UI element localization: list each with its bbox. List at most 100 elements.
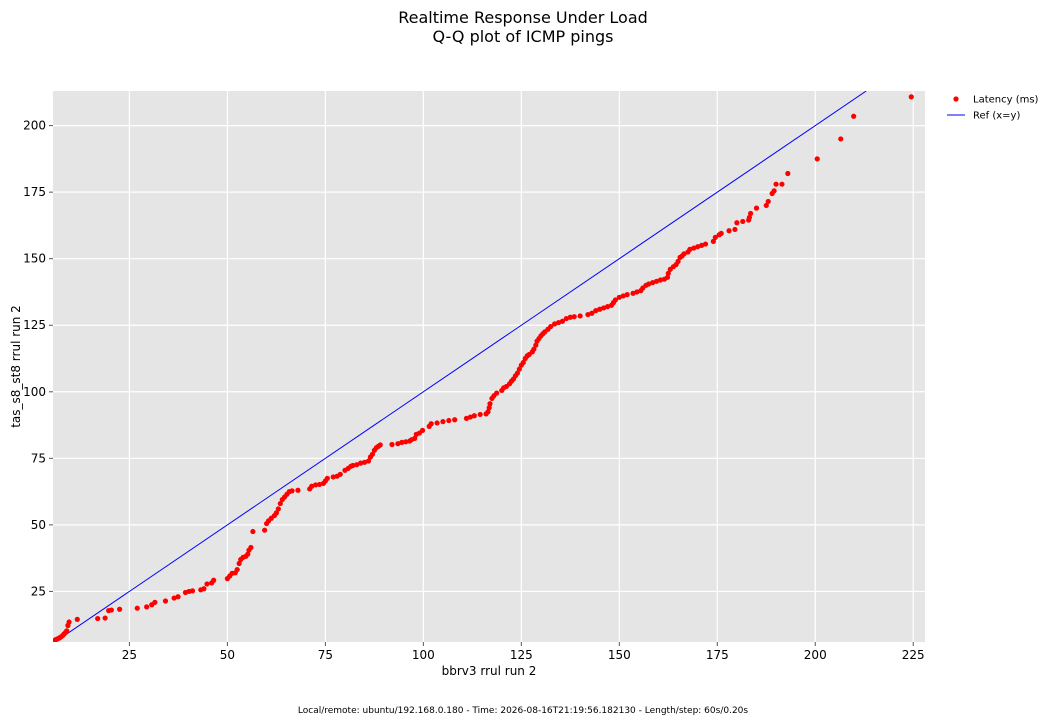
chart-title: Realtime Response Under Load Q-Q plot of…	[0, 8, 1046, 46]
data-point	[533, 342, 539, 348]
data-point	[665, 270, 671, 276]
data-point	[64, 628, 70, 634]
data-point	[175, 594, 181, 600]
data-point	[585, 311, 591, 318]
data-point	[732, 226, 738, 233]
data-point	[412, 435, 418, 441]
data-point	[634, 289, 640, 295]
reference-line	[54, 91, 867, 642]
data-point	[616, 294, 622, 300]
data-point	[726, 228, 732, 234]
legend: Latency (ms) Ref (x=y)	[947, 95, 1039, 122]
data-point	[612, 297, 618, 303]
data-point	[134, 605, 140, 611]
data-point	[361, 459, 368, 465]
chart-title-main: Realtime Response Under Load	[398, 8, 648, 27]
y-axis-label: tas_s8_st8 rrul run 2	[9, 305, 23, 428]
data-point	[657, 277, 664, 283]
data-point	[434, 420, 440, 426]
data-point	[838, 136, 844, 142]
data-point	[486, 405, 492, 411]
x-tick-label: 25	[122, 648, 137, 662]
data-point	[117, 606, 123, 612]
data-point	[201, 586, 207, 592]
data-point	[650, 280, 656, 286]
data-point	[681, 251, 687, 257]
plot-content	[53, 91, 914, 642]
data-point	[514, 370, 521, 376]
data-point	[785, 170, 791, 177]
data-point	[273, 510, 279, 516]
data-point	[309, 483, 315, 489]
data-point	[531, 346, 537, 352]
y-tick-label: 175	[23, 185, 46, 199]
data-point	[389, 441, 395, 448]
y-tick-label: 200	[23, 119, 46, 133]
data-point	[350, 462, 356, 469]
data-point	[699, 242, 705, 248]
plot-area	[53, 91, 925, 642]
data-point	[295, 487, 301, 493]
data-point	[620, 293, 626, 299]
data-point	[646, 281, 652, 287]
data-point	[365, 458, 372, 464]
data-point	[771, 188, 777, 194]
data-point	[691, 245, 697, 251]
data-point	[144, 604, 150, 610]
data-point	[687, 246, 693, 252]
data-point	[718, 230, 724, 237]
legend-label: Latency (ms)	[973, 95, 1039, 106]
data-point	[337, 471, 343, 477]
data-point	[446, 417, 452, 424]
y-tick-label: 100	[23, 385, 46, 399]
data-point	[236, 560, 242, 567]
data-point	[577, 313, 583, 319]
data-point	[624, 292, 630, 298]
data-point	[589, 310, 595, 316]
data-point	[746, 214, 753, 221]
legend-marker-latency	[953, 96, 959, 102]
data-point	[358, 460, 364, 466]
data-point	[377, 442, 383, 448]
x-tick-label: 125	[510, 648, 533, 662]
data-point	[567, 314, 573, 320]
y-tick-label: 50	[31, 518, 46, 532]
data-point	[740, 218, 746, 225]
data-point	[908, 94, 914, 100]
x-tick-label: 225	[902, 648, 925, 662]
data-point	[211, 577, 217, 583]
data-point	[74, 616, 80, 622]
data-point	[477, 411, 483, 418]
data-point	[779, 181, 785, 187]
data-point	[563, 315, 570, 322]
data-point	[463, 415, 470, 422]
data-point	[189, 588, 196, 594]
data-point	[369, 451, 376, 457]
data-point	[630, 290, 636, 296]
data-point	[471, 413, 477, 419]
data-point	[548, 323, 554, 330]
data-point	[494, 390, 500, 396]
axis-ticks: 25 50 75 100 125 150 175 200 225 25 50 75 100 125 150 1…	[23, 119, 925, 662]
x-tick-label: 150	[608, 648, 631, 662]
y-tick-label: 150	[23, 252, 46, 266]
data-point	[734, 220, 740, 226]
data-point	[601, 305, 607, 311]
data-point	[516, 366, 522, 372]
qq-plot: 25 50 75 100 125 150 175 200 225 25 50 75 100 125 150 1…	[9, 91, 1039, 678]
data-point	[653, 278, 660, 284]
y-tick-label: 25	[31, 584, 46, 598]
data-point	[710, 238, 716, 244]
data-point	[571, 314, 577, 320]
data-point	[695, 244, 701, 250]
data-point	[597, 306, 603, 312]
x-tick-label: 50	[220, 648, 235, 662]
data-point	[403, 439, 409, 445]
data-point	[487, 401, 493, 407]
data-point	[66, 619, 72, 625]
x-axis-label: bbrv3 rrul run 2	[442, 664, 537, 678]
data-point	[152, 599, 158, 605]
data-point	[555, 319, 562, 326]
data-point	[552, 321, 558, 327]
data-point	[593, 308, 599, 314]
